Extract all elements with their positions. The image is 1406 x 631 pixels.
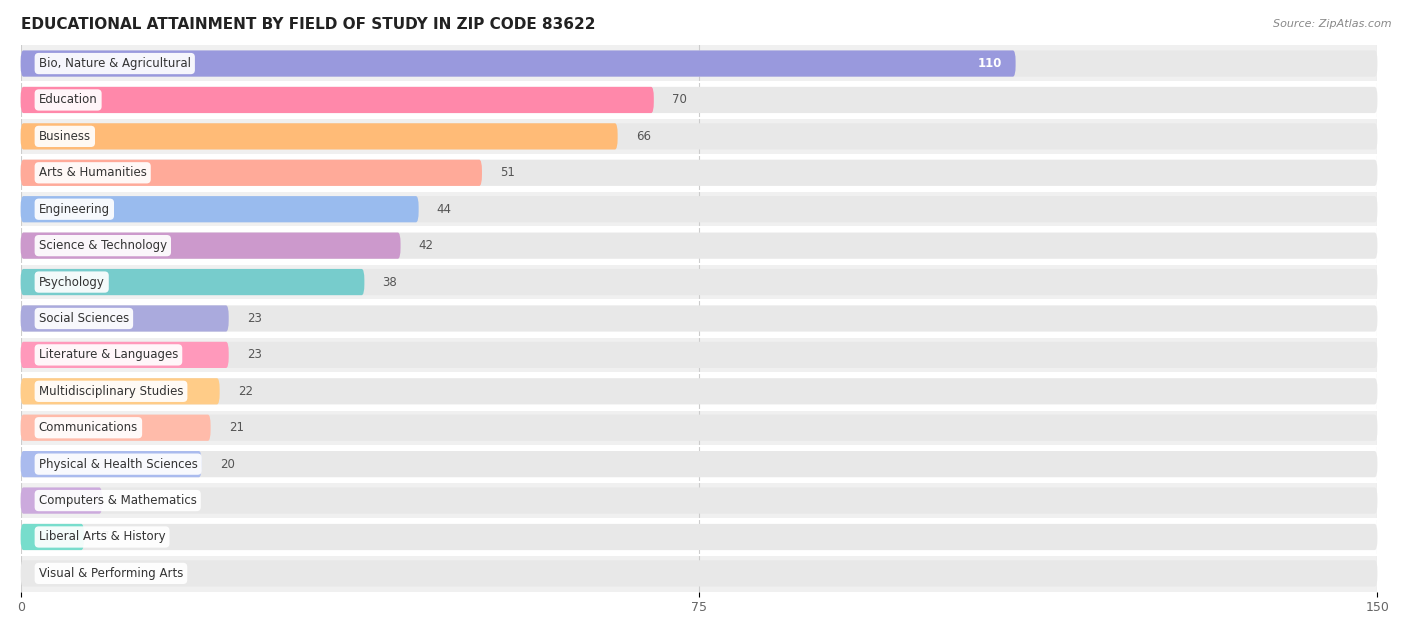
FancyBboxPatch shape	[21, 305, 229, 331]
Text: Bio, Nature & Agricultural: Bio, Nature & Agricultural	[39, 57, 191, 70]
Text: Psychology: Psychology	[39, 276, 104, 288]
Text: Multidisciplinary Studies: Multidisciplinary Studies	[39, 385, 183, 398]
Text: 38: 38	[382, 276, 398, 288]
FancyBboxPatch shape	[21, 488, 103, 514]
Text: Communications: Communications	[39, 422, 138, 434]
FancyBboxPatch shape	[21, 123, 617, 150]
Text: EDUCATIONAL ATTAINMENT BY FIELD OF STUDY IN ZIP CODE 83622: EDUCATIONAL ATTAINMENT BY FIELD OF STUDY…	[21, 16, 595, 32]
Text: 22: 22	[238, 385, 253, 398]
Bar	[21, 519, 1378, 555]
Text: Science & Technology: Science & Technology	[39, 239, 167, 252]
FancyBboxPatch shape	[21, 524, 84, 550]
FancyBboxPatch shape	[21, 160, 482, 186]
FancyBboxPatch shape	[21, 196, 419, 222]
FancyBboxPatch shape	[21, 123, 1378, 150]
FancyBboxPatch shape	[21, 451, 201, 477]
Bar	[21, 373, 1378, 410]
Text: 9: 9	[120, 494, 128, 507]
FancyBboxPatch shape	[21, 50, 1378, 76]
Text: Engineering: Engineering	[39, 203, 110, 216]
FancyBboxPatch shape	[21, 87, 1378, 113]
Bar	[21, 555, 1378, 592]
Text: 51: 51	[501, 167, 515, 179]
Text: Physical & Health Sciences: Physical & Health Sciences	[39, 457, 198, 471]
Bar	[21, 482, 1378, 519]
Text: Computers & Mathematics: Computers & Mathematics	[39, 494, 197, 507]
Text: Source: ZipAtlas.com: Source: ZipAtlas.com	[1274, 19, 1392, 29]
FancyBboxPatch shape	[21, 50, 1015, 76]
Bar	[21, 337, 1378, 373]
FancyBboxPatch shape	[21, 342, 229, 368]
Bar	[21, 410, 1378, 446]
Text: Education: Education	[39, 93, 97, 107]
Text: 66: 66	[636, 130, 651, 143]
Bar	[21, 155, 1378, 191]
Text: 23: 23	[247, 312, 262, 325]
Bar	[21, 300, 1378, 337]
FancyBboxPatch shape	[21, 233, 401, 259]
FancyBboxPatch shape	[21, 488, 1378, 514]
FancyBboxPatch shape	[21, 305, 1378, 331]
FancyBboxPatch shape	[21, 451, 1378, 477]
FancyBboxPatch shape	[21, 87, 654, 113]
FancyBboxPatch shape	[21, 415, 211, 441]
FancyBboxPatch shape	[21, 524, 1378, 550]
Bar	[21, 82, 1378, 118]
Text: Business: Business	[39, 130, 91, 143]
Text: Literature & Languages: Literature & Languages	[39, 348, 179, 362]
FancyBboxPatch shape	[21, 160, 1378, 186]
Text: 20: 20	[219, 457, 235, 471]
Text: 70: 70	[672, 93, 686, 107]
Bar	[21, 227, 1378, 264]
FancyBboxPatch shape	[21, 269, 364, 295]
Text: Social Sciences: Social Sciences	[39, 312, 129, 325]
FancyBboxPatch shape	[21, 269, 1378, 295]
Bar	[21, 45, 1378, 82]
Bar	[21, 118, 1378, 155]
Text: 21: 21	[229, 422, 243, 434]
Bar	[21, 446, 1378, 482]
Text: Arts & Humanities: Arts & Humanities	[39, 167, 146, 179]
FancyBboxPatch shape	[21, 342, 1378, 368]
Text: Liberal Arts & History: Liberal Arts & History	[39, 531, 166, 543]
Text: 110: 110	[977, 57, 1002, 70]
Bar	[21, 264, 1378, 300]
Text: 42: 42	[419, 239, 433, 252]
FancyBboxPatch shape	[21, 378, 219, 404]
Text: 44: 44	[437, 203, 451, 216]
Text: 23: 23	[247, 348, 262, 362]
Bar	[21, 191, 1378, 227]
FancyBboxPatch shape	[21, 196, 1378, 222]
FancyBboxPatch shape	[21, 560, 1378, 586]
FancyBboxPatch shape	[21, 378, 1378, 404]
Text: 0: 0	[39, 567, 46, 580]
Text: Visual & Performing Arts: Visual & Performing Arts	[39, 567, 183, 580]
FancyBboxPatch shape	[21, 415, 1378, 441]
Text: 7: 7	[103, 531, 110, 543]
FancyBboxPatch shape	[21, 233, 1378, 259]
